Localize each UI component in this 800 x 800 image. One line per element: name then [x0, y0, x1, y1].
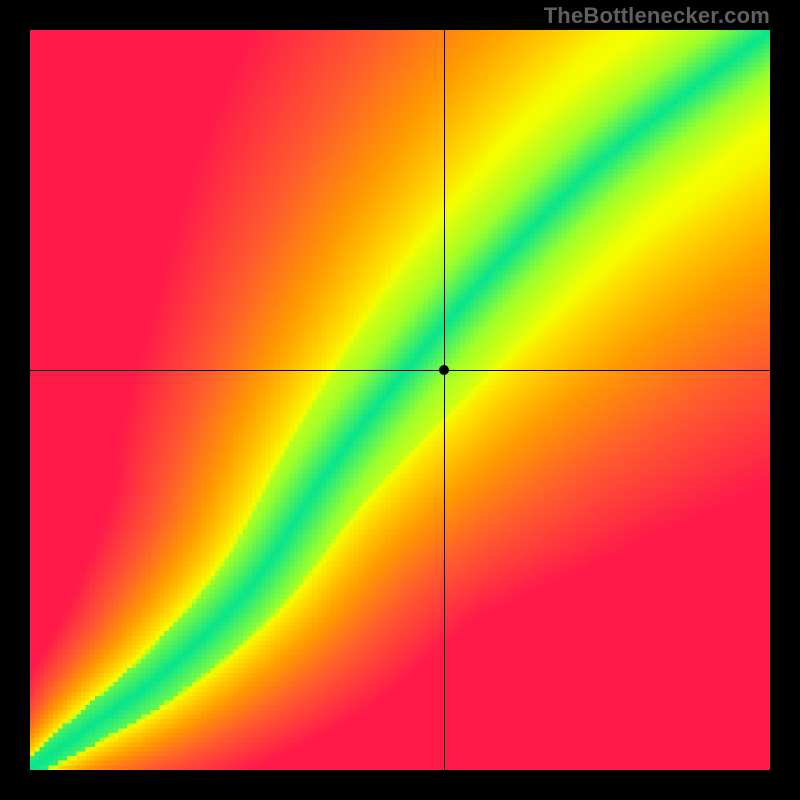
crosshair-marker-dot: [439, 365, 449, 375]
crosshair-horizontal: [30, 370, 770, 371]
watermark-text: TheBottlenecker.com: [544, 3, 770, 29]
crosshair-vertical: [444, 30, 445, 770]
heatmap-plot: [30, 30, 770, 770]
chart-container: TheBottlenecker.com: [0, 0, 800, 800]
heatmap-canvas: [30, 30, 770, 770]
